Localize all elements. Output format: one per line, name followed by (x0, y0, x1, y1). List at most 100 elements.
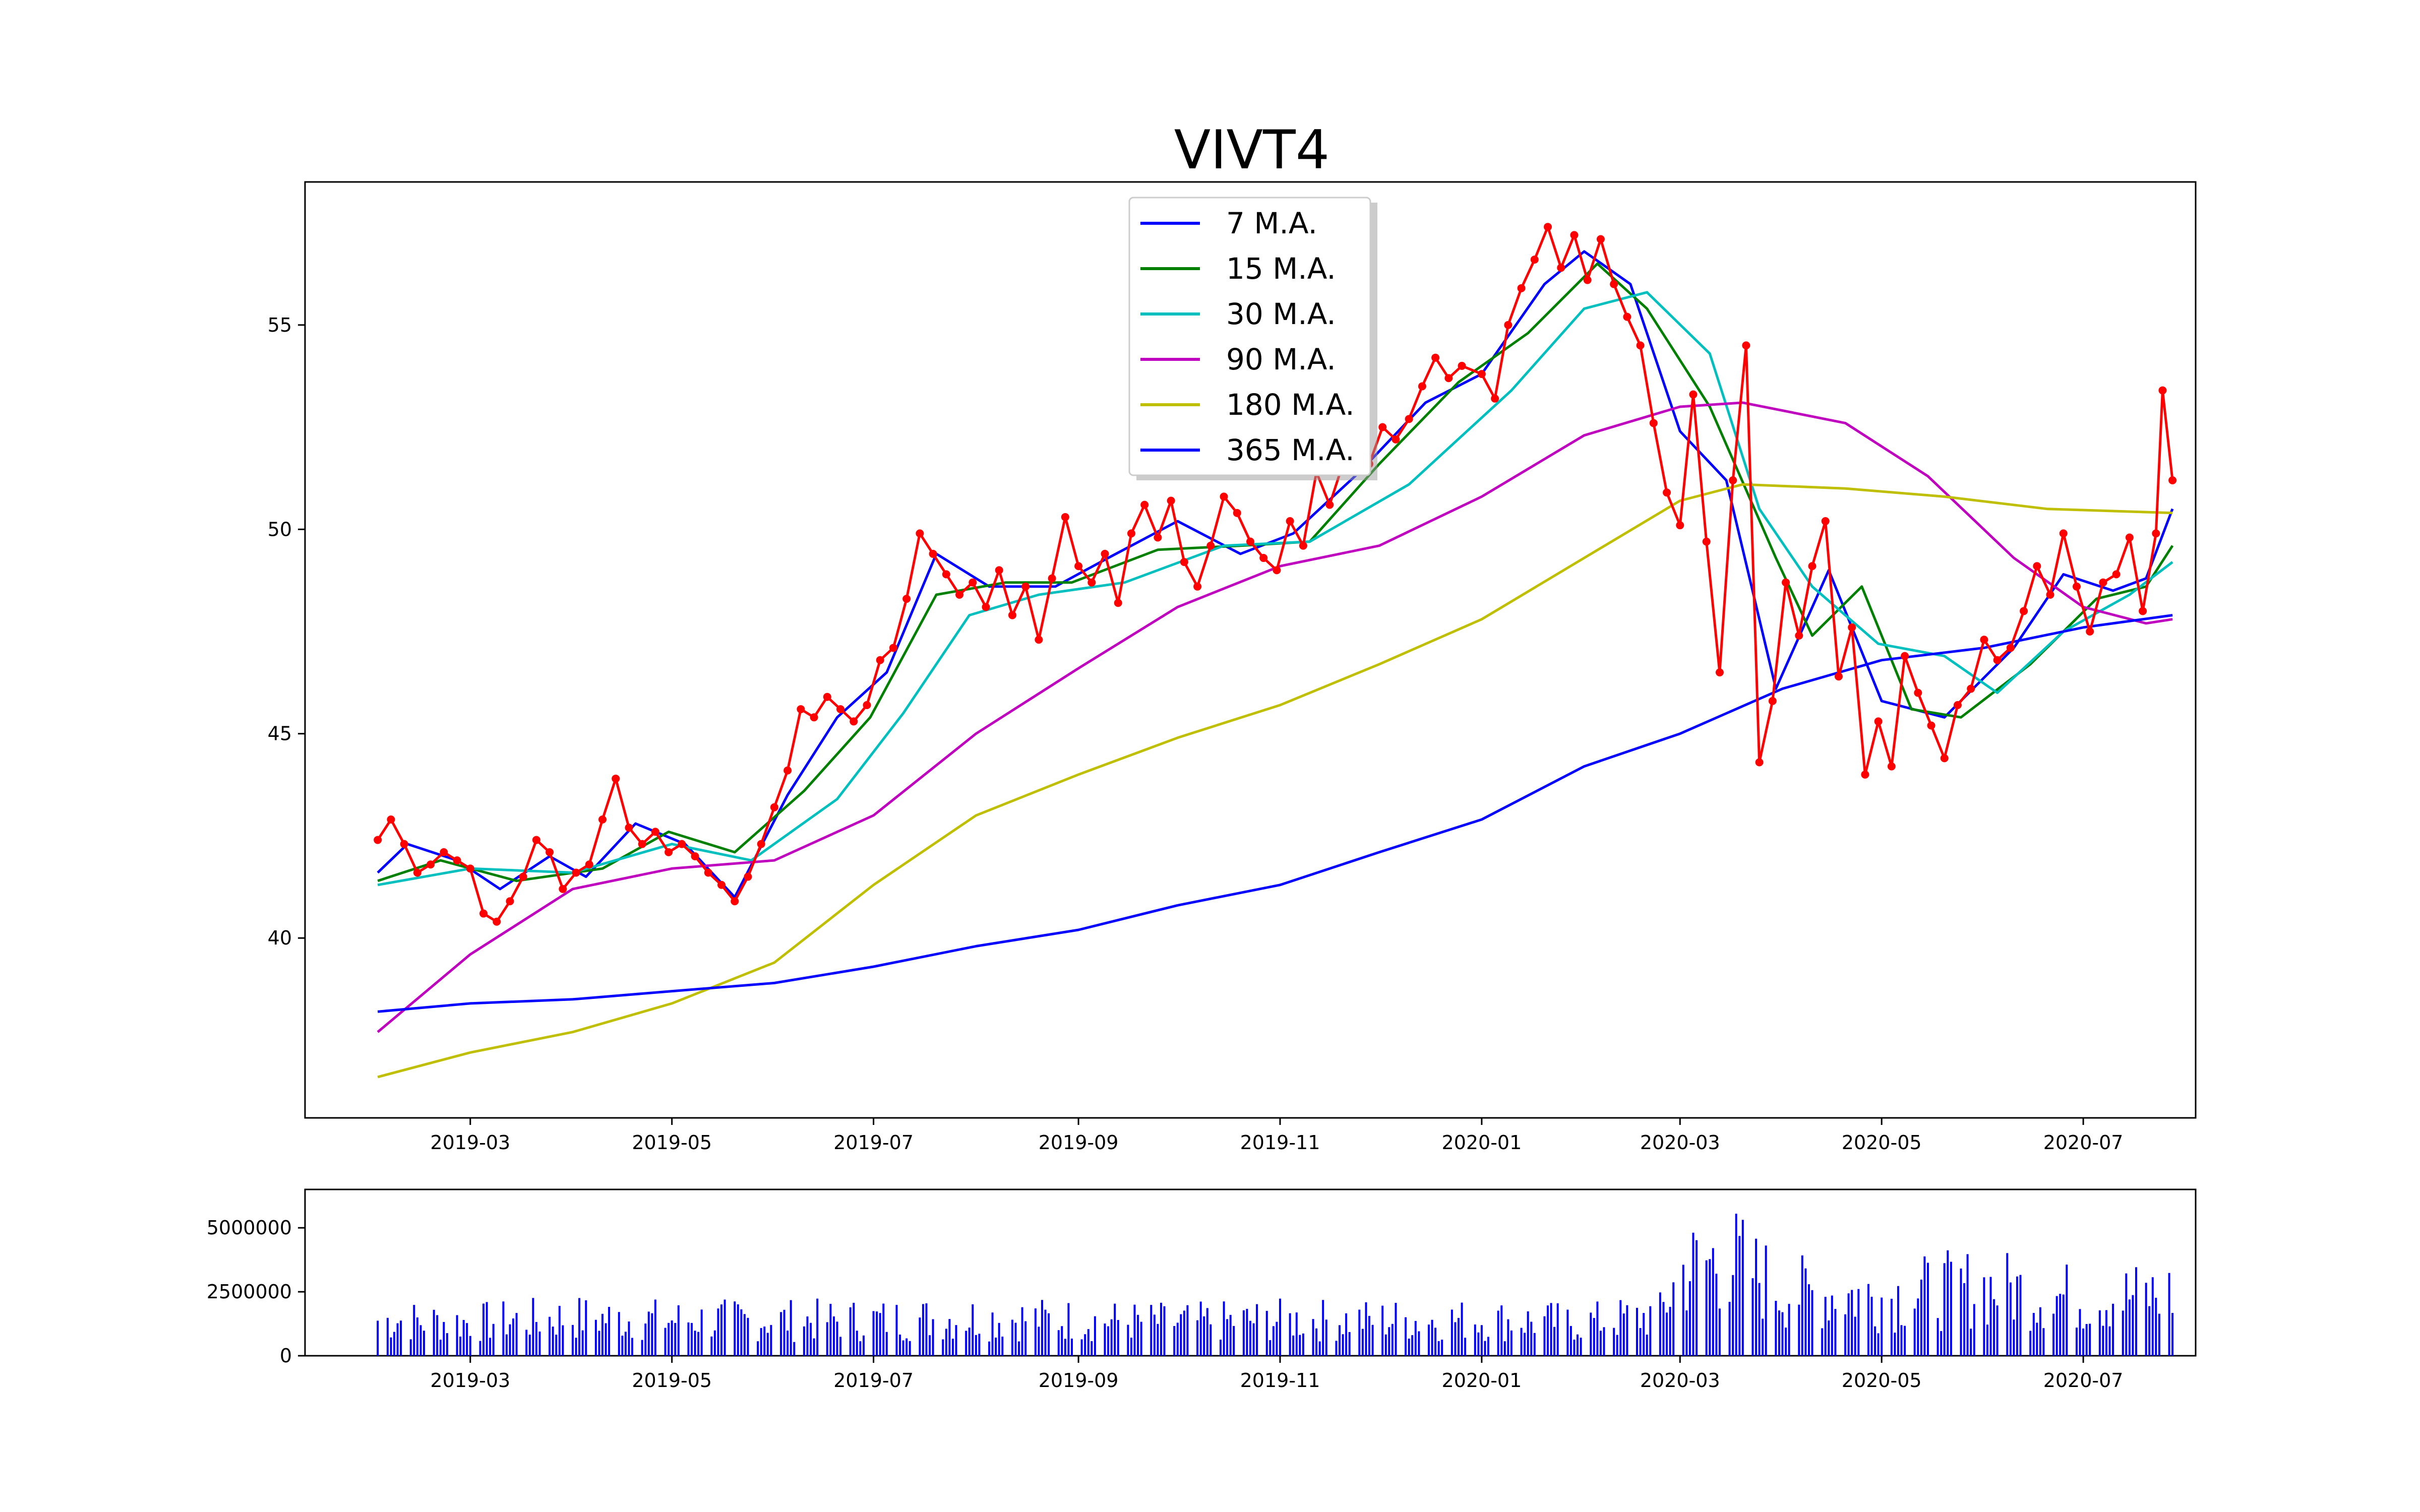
volume-bar (618, 1312, 620, 1356)
volume-bar (1619, 1300, 1622, 1356)
volume-bar (2171, 1313, 2174, 1356)
volume-bar (509, 1324, 511, 1356)
volume-bar (581, 1330, 584, 1356)
legend-label: 7 M.A. (1226, 206, 1317, 240)
volume-bar (757, 1341, 759, 1356)
price-point (810, 713, 818, 722)
volume-bar (833, 1316, 835, 1356)
volume-bar (1897, 1286, 1899, 1356)
price-point (1458, 361, 1466, 370)
volume-bar (2082, 1328, 2085, 1356)
volume-bar (902, 1340, 904, 1356)
volume-bar (505, 1334, 508, 1356)
volume-bar (423, 1331, 425, 1356)
volume-bar (1391, 1324, 1394, 1356)
volume-bar (2105, 1310, 2107, 1356)
legend-label: 365 M.A. (1226, 433, 1355, 467)
volume-bar (1057, 1330, 1060, 1356)
volume-bar (1950, 1262, 1952, 1356)
volume-bar (1646, 1335, 1648, 1356)
price-point (942, 570, 950, 579)
volume-bar (2052, 1313, 2055, 1356)
volume-bar (1252, 1323, 1255, 1356)
x-tick-label: 2020-05 (1842, 1369, 1922, 1392)
volume-bar (1061, 1326, 1063, 1356)
volume-bar (998, 1322, 1000, 1356)
volume-bar (687, 1322, 690, 1356)
price-point (1557, 264, 1565, 272)
volume-bar (793, 1342, 796, 1356)
volume-bar (1339, 1325, 1341, 1356)
volume-bar (1322, 1300, 1324, 1356)
volume-bar (469, 1336, 471, 1356)
volume-bar (1913, 1308, 1916, 1356)
price-point (2020, 607, 2028, 615)
volume-bar (1094, 1316, 1096, 1356)
volume-bar (2125, 1273, 2128, 1356)
volume-bar (968, 1328, 971, 1356)
volume-bar (2066, 1265, 2068, 1356)
price-point (2099, 578, 2107, 587)
volume-bar (489, 1338, 492, 1356)
price-point (1101, 549, 1109, 558)
volume-bar (1947, 1250, 1949, 1356)
price-point (1610, 280, 1618, 288)
volume-bar (1209, 1324, 1212, 1356)
price-point (493, 917, 501, 926)
price-point (1715, 668, 1724, 677)
volume-bar (1014, 1322, 1017, 1356)
volume-bar (1828, 1320, 1830, 1356)
price-point (1808, 562, 1817, 571)
volume-bar (1091, 1341, 1093, 1356)
price-point (1782, 578, 1790, 587)
volume-bar (390, 1337, 392, 1356)
volume-bar (585, 1300, 587, 1356)
volume-bar (1920, 1279, 1922, 1356)
volume-bar (905, 1338, 908, 1356)
volume-bar (1183, 1310, 1185, 1356)
volume-bar (2055, 1296, 2058, 1356)
x-tick-label: 2019-09 (1039, 1369, 1119, 1392)
volume-bar (1870, 1296, 1873, 1356)
volume-bar (975, 1335, 977, 1356)
price-point (744, 872, 752, 881)
volume-bar (1569, 1326, 1572, 1356)
volume-bar (1566, 1309, 1569, 1356)
y-tick-label: 2500000 (207, 1281, 292, 1303)
volume-bar (1751, 1278, 1754, 1356)
volume-bar (2168, 1273, 2170, 1356)
price-point (783, 766, 792, 775)
price-point (651, 828, 659, 836)
price-point (532, 836, 540, 844)
volume-bar (400, 1320, 402, 1356)
volume-bar (1781, 1312, 1784, 1356)
volume-bar (538, 1331, 541, 1356)
volume-bar (859, 1341, 862, 1356)
volume-bar (647, 1311, 650, 1356)
price-point (1663, 488, 1671, 497)
price-point (572, 868, 580, 877)
volume-bar (885, 1332, 888, 1356)
volume-bar (2148, 1306, 2151, 1356)
price-point (1114, 599, 1122, 607)
x-tick-label: 2020-01 (1442, 1369, 1522, 1392)
volume-bar (1133, 1304, 1136, 1356)
volume-bar (1659, 1292, 1661, 1356)
volume-bar (856, 1331, 858, 1356)
volume-bar (972, 1304, 974, 1356)
volume-bar (1348, 1332, 1351, 1356)
price-point (1074, 562, 1083, 571)
price-point (1980, 636, 1988, 644)
price-point (1259, 554, 1268, 562)
volume-bar (1765, 1245, 1767, 1356)
volume-bar (1550, 1303, 1552, 1356)
price-point (1087, 578, 1096, 587)
volume-bar (621, 1336, 624, 1356)
volume-bar (2079, 1309, 2081, 1356)
price-point (704, 868, 712, 877)
price-point (1544, 223, 1552, 231)
volume-bar (1923, 1256, 1926, 1356)
volume-bar (1900, 1325, 1903, 1356)
price-point (982, 603, 990, 611)
volume-bar (1342, 1334, 1344, 1356)
